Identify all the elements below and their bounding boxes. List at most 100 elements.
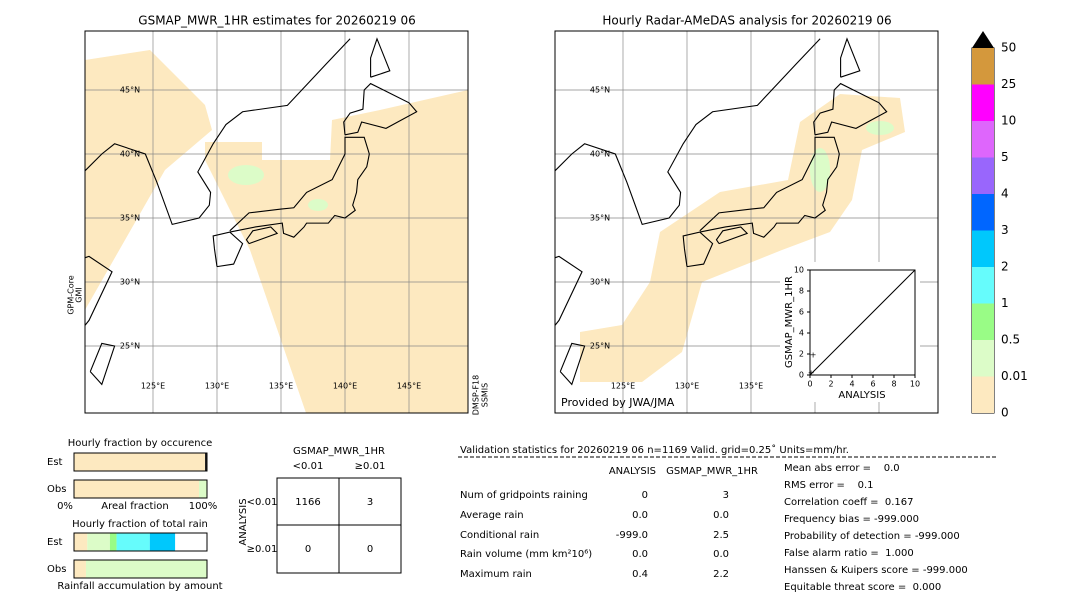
diagonal — [809, 269, 916, 376]
coastline — [212, 231, 244, 268]
stat-value: 0.4 — [632, 569, 648, 580]
coastline — [699, 136, 840, 238]
lon-label: 145°E — [397, 382, 421, 391]
inset-xlabel: ANALYSIS — [838, 390, 885, 401]
colorbar-label: 4 — [1001, 187, 1009, 201]
fraction-segment — [74, 453, 206, 471]
bar-label: Obs — [47, 484, 66, 495]
colorbar-label: 0 — [1001, 406, 1009, 420]
score-line: RMS error = 0.1 — [784, 480, 874, 491]
lat-label: 40°N — [120, 150, 140, 159]
colorbar-segment — [972, 267, 994, 304]
fraction-segment — [87, 533, 110, 551]
bar-frame — [73, 452, 208, 472]
coastline — [555, 38, 821, 226]
table-title: GSMAP_MWR_1HR — [293, 446, 385, 457]
stat-label: Maximum rain — [460, 569, 532, 580]
lon-label: 130°E — [205, 382, 229, 391]
right-map-title: Hourly Radar-AMeDAS analysis for 2026021… — [602, 14, 891, 28]
colorbar-label: 10 — [1001, 114, 1016, 128]
scatter-point: + — [808, 368, 815, 377]
coastline — [559, 342, 586, 386]
coastline — [370, 37, 391, 78]
coastline — [840, 37, 861, 78]
y-tick-label: 10 — [794, 266, 804, 275]
cell: 0 — [305, 544, 311, 555]
lat-label: 40°N — [590, 150, 610, 159]
left-map-frame — [84, 30, 469, 414]
bar-label: Est — [47, 537, 63, 548]
stat-label: Rain volume (mm km²10⁶) — [460, 549, 592, 560]
x-tick-label: 8 — [891, 380, 896, 389]
panel-title: Hourly fraction by occurence — [68, 438, 212, 449]
colorbar-label: 5 — [1001, 150, 1009, 164]
stat-value: 2.5 — [713, 530, 729, 541]
lat-label: 35°N — [590, 214, 610, 223]
colorbar-segment — [972, 340, 994, 377]
scatter-point: + — [807, 371, 814, 380]
coastline — [229, 136, 370, 238]
lat-label: 45°N — [590, 86, 610, 95]
bar-label: Est — [47, 457, 63, 468]
lon-label: 125°E — [141, 382, 165, 391]
axis-label: 100% — [189, 501, 218, 512]
panel-title: Hourly fraction of total rain — [72, 519, 208, 530]
x-tick-label: 2 — [828, 380, 833, 389]
rain-area — [85, 50, 212, 310]
stat-label: Conditional rain — [460, 530, 539, 541]
cell: 3 — [367, 497, 373, 508]
panel-title: Rainfall accumulation by amount — [57, 581, 222, 592]
stat-value: 0.0 — [713, 510, 729, 521]
bar-frame — [73, 532, 208, 552]
colorbar-label: 3 — [1001, 223, 1009, 237]
coastline — [715, 226, 749, 245]
score-line: False alarm ratio = 1.000 — [784, 548, 914, 559]
lat-label: 25°N — [590, 342, 610, 351]
lon-label: 135°E — [269, 382, 293, 391]
score-line: Frequency bias = -999.000 — [784, 514, 919, 525]
inset-background — [780, 262, 920, 402]
colorbar-segment — [972, 121, 994, 158]
colorbar-segment — [972, 376, 994, 413]
fraction-segment — [74, 480, 200, 498]
scatter-point: + — [810, 351, 817, 360]
rain-area — [308, 199, 328, 211]
right-map-frame — [554, 30, 939, 414]
column-header: ANALYSIS — [609, 466, 656, 477]
colorbar-label: 0.01 — [1001, 369, 1028, 383]
colorbar-segment — [972, 48, 994, 85]
rain-area — [228, 165, 264, 185]
colorbar-extend — [972, 31, 994, 48]
column-header: ≥0.01 — [355, 461, 386, 472]
lon-label: 125°E — [611, 382, 635, 391]
colorbar-label: 1 — [1001, 296, 1009, 310]
column-header: GSMAP_MWR_1HR — [666, 466, 758, 477]
inset-ylabel: GSMAP_MWR_1HR — [784, 276, 795, 368]
cell: 1166 — [295, 497, 320, 508]
credit: Provided by JWA/JMA — [561, 396, 675, 409]
stat-label: Num of gridpoints raining — [460, 490, 588, 501]
lat-label: 25°N — [120, 342, 140, 351]
fraction-segment — [199, 480, 207, 498]
lat-label: 30°N — [590, 278, 610, 287]
stat-value: 2.2 — [713, 569, 729, 580]
row-header: ≥0.01 — [247, 544, 278, 555]
fraction-segment — [205, 453, 207, 471]
score-line: Equitable threat score = 0.000 — [784, 582, 941, 593]
inset-frame — [809, 269, 916, 376]
y-tick-label: 8 — [799, 287, 804, 296]
rain-area — [205, 90, 468, 413]
colorbar-segment — [972, 303, 994, 340]
lon-label: 130°E — [675, 382, 699, 391]
left-map-title: GSMAP_MWR_1HR estimates for 20260219 06 — [138, 14, 415, 28]
coastline — [85, 38, 351, 226]
coastline — [245, 226, 279, 245]
stats-header: Validation statistics for 20260219 06 n=… — [460, 444, 849, 456]
lat-label: 45°N — [120, 86, 140, 95]
fraction-segment — [85, 560, 207, 578]
coastline — [555, 255, 583, 327]
lon-label: 140°E — [333, 382, 357, 391]
y-tick-label: 0 — [799, 371, 804, 380]
column-header: <0.01 — [293, 461, 324, 472]
